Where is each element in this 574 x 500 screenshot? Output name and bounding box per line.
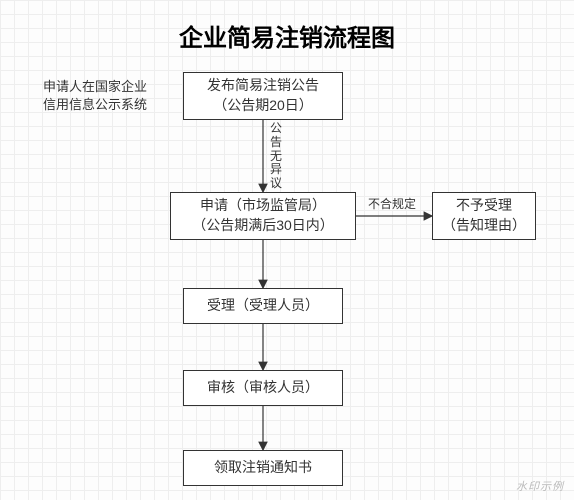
side-note: 申请人在国家企业 信用信息公示系统 (43, 78, 147, 114)
node-review: 审核（审核人员） (183, 370, 343, 406)
node-line: 申请（市场监管局） (200, 196, 326, 216)
node-line: 领取注销通知书 (214, 458, 312, 478)
watermark: 水印示例 (516, 478, 564, 494)
node-line: 发布简易注销公告 (207, 76, 319, 96)
node-reject: 不予受理 （告知理由） (432, 192, 536, 240)
node-publish-announcement: 发布简易注销公告 （公告期20日） (183, 72, 343, 120)
node-line: 受理（受理人员） (207, 296, 319, 316)
edge-label: 不合规定 (368, 198, 416, 212)
side-note-line1: 申请人在国家企业 (43, 78, 147, 96)
node-line: 不予受理 (456, 196, 512, 216)
node-line: 审核（审核人员） (207, 378, 319, 398)
diagram-title: 企业简易注销流程图 (0, 18, 574, 53)
node-line: （公告期20日） (213, 96, 313, 116)
node-line: （公告期满后30日内） (192, 216, 334, 236)
node-apply: 申请（市场监管局） （公告期满后30日内） (170, 192, 356, 240)
node-line: （告知理由） (442, 216, 526, 236)
edge-label: 公告无异议 (270, 122, 282, 191)
node-receive-notice: 领取注销通知书 (183, 450, 343, 486)
node-accept: 受理（受理人员） (183, 288, 343, 324)
side-note-line2: 信用信息公示系统 (43, 96, 147, 114)
